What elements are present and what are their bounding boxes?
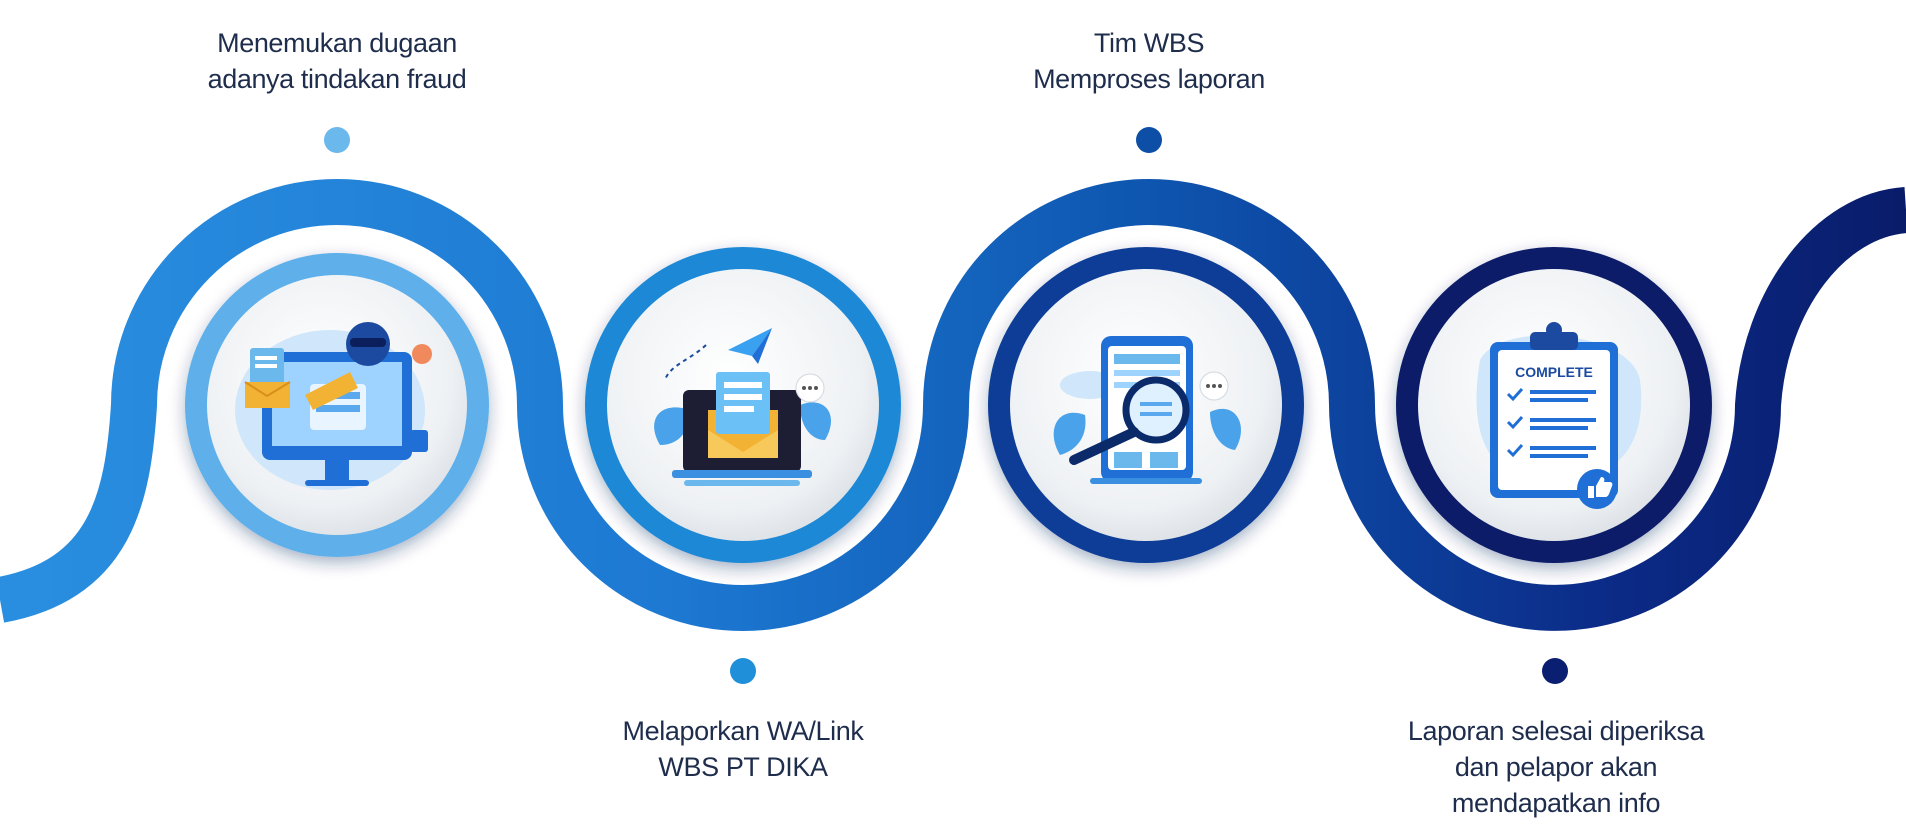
step-1-label: Menemukan dugaan adanya tindakan fraud (207, 28, 467, 94)
email-report-icon (654, 328, 831, 486)
complete-badge: COMPLETE (1515, 364, 1593, 380)
serpentine-ribbon (0, 179, 1906, 631)
step-4-label: Laporan selesai diperiksa dan pelapor ak… (1407, 716, 1705, 818)
complete-clipboard-icon: COMPLETE (1476, 322, 1642, 509)
phone-magnifier-icon (1053, 336, 1241, 484)
step-2-circle (585, 247, 901, 563)
step-3-dot (1136, 127, 1162, 153)
step-2-label: Melaporkan WA/Link WBS PT DIKA (622, 716, 864, 782)
step-1-dot (324, 127, 350, 153)
step-4-circle: COMPLETE (1396, 247, 1712, 563)
step-2-dot (730, 658, 756, 684)
step-3-label: Tim WBS Memproses laporan (1033, 28, 1265, 94)
step-3-circle (988, 247, 1304, 563)
step-4-dot (1542, 658, 1568, 684)
fraud-hacker-icon (235, 322, 432, 490)
step-1-circle (185, 253, 489, 557)
